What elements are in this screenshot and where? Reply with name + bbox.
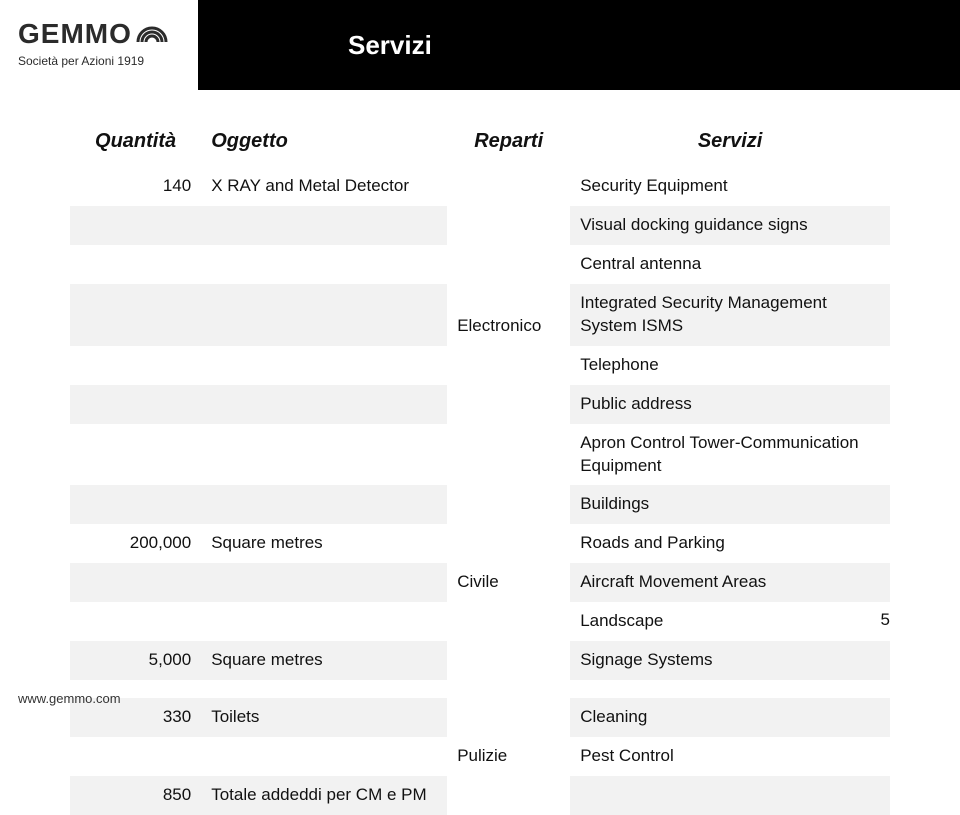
cell-qty: 140 [70, 167, 201, 206]
cell-srv: Aircraft Movement Areas [570, 563, 890, 602]
cell-obj: Toilets [201, 698, 447, 737]
cell-rep-civile: Civile [447, 485, 570, 680]
cell-qty [70, 245, 201, 284]
cell-srv [570, 776, 890, 815]
cell-obj [201, 206, 447, 245]
cell-obj [201, 485, 447, 524]
footer-url: www.gemmo.com [18, 691, 121, 706]
col-header-rep: Reparti [447, 120, 570, 167]
table-row: Civile Buildings [70, 485, 890, 524]
logo-subtitle: Società per Azioni 1919 [18, 54, 190, 68]
cell-srv: Central antenna [570, 245, 890, 284]
services-table-main: Quantità Oggetto Reparti Servizi 140 X R… [70, 120, 890, 815]
cell-qty [70, 346, 201, 385]
table-header-row: Quantità Oggetto Reparti Servizi [70, 120, 890, 167]
col-header-srv: Servizi [570, 120, 890, 167]
cell-qty [70, 485, 201, 524]
cell-obj: Totale addeddi per CM e PM [201, 776, 447, 815]
content-area: Quantità Oggetto Reparti Servizi 140 X R… [70, 120, 890, 815]
cell-qty [70, 385, 201, 424]
cell-srv: Visual docking guidance signs [570, 206, 890, 245]
page-title: Servizi [348, 30, 432, 61]
cell-qty [70, 424, 201, 486]
cell-srv: Buildings [570, 485, 890, 524]
cell-qty: 850 [70, 776, 201, 815]
cell-rep-electronico: Electronico [447, 167, 570, 485]
cell-obj [201, 602, 447, 641]
cell-qty: 5,000 [70, 641, 201, 680]
cell-srv: Landscape [570, 602, 890, 641]
cell-obj: X RAY and Metal Detector [201, 167, 447, 206]
col-header-qty: Quantità [70, 120, 201, 167]
cell-obj [201, 563, 447, 602]
cell-srv: Public address [570, 385, 890, 424]
page-number: 5 [881, 610, 890, 630]
cell-obj [201, 245, 447, 284]
cell-srv: Apron Control Tower-Communication Equipm… [570, 424, 890, 486]
cell-srv: Cleaning [570, 698, 890, 737]
cell-qty [70, 737, 201, 776]
table-row: 140 X RAY and Metal Detector Electronico… [70, 167, 890, 206]
cell-rep-pulizie: Pulizie [447, 698, 570, 815]
cell-srv: Security Equipment [570, 167, 890, 206]
cell-obj [201, 737, 447, 776]
cell-obj [201, 284, 447, 346]
cell-qty [70, 206, 201, 245]
logo-text: GEMMO [18, 18, 132, 50]
cell-obj [201, 346, 447, 385]
cell-srv: Signage Systems [570, 641, 890, 680]
cell-obj [201, 424, 447, 486]
cell-qty [70, 602, 201, 641]
cell-qty [70, 563, 201, 602]
cell-srv: Telephone [570, 346, 890, 385]
cell-obj: Square metres [201, 524, 447, 563]
cell-srv: Roads and Parking [570, 524, 890, 563]
header-bar: Servizi [198, 0, 960, 90]
cell-srv: Pest Control [570, 737, 890, 776]
cell-qty [70, 284, 201, 346]
cell-qty: 200,000 [70, 524, 201, 563]
cell-obj [201, 385, 447, 424]
logo-arcs-icon [134, 20, 170, 44]
col-header-obj: Oggetto [201, 120, 447, 167]
logo-block: GEMMO Società per Azioni 1919 [18, 18, 190, 68]
table-row: 330 Toilets Pulizie Cleaning [70, 698, 890, 737]
logo: GEMMO [18, 18, 190, 50]
spacer-row [70, 680, 890, 698]
cell-obj: Square metres [201, 641, 447, 680]
cell-srv: Integrated Security Management System IS… [570, 284, 890, 346]
